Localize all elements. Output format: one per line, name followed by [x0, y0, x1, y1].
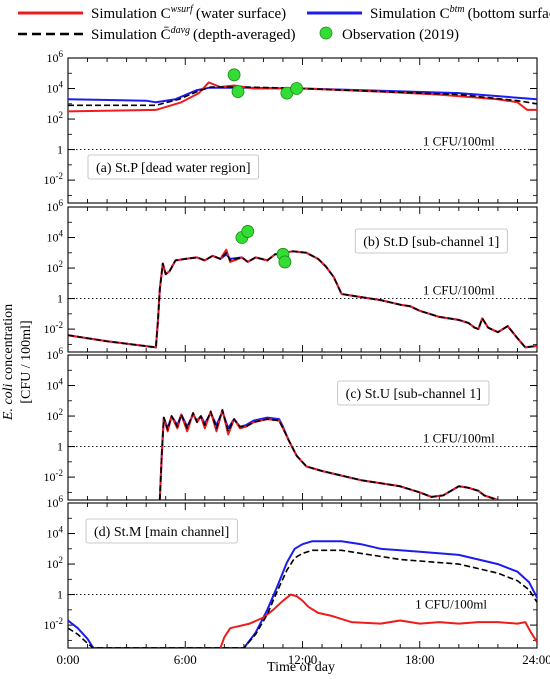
legend-entry-wsurf: Simulation Cwsurf (water surface)	[18, 4, 286, 22]
y-axis-label-line2: [CFU / 100ml]	[19, 320, 34, 403]
legend-label-btm: Simulation Cbtm(bottom surface)	[370, 4, 550, 22]
legend-entry-btm: Simulation Cbtm(bottom surface)	[307, 4, 550, 22]
series-line-wsurf	[158, 408, 499, 500]
panel-title: (b) St.D [sub-channel 1]	[363, 235, 499, 250]
panel-1: 106 104 102 1 10-2 1 CFU/100ml (b) St.D [sub-c…	[44, 198, 538, 353]
panel-title-box	[85, 518, 238, 544]
y-tick-label: 104	[47, 525, 64, 541]
panel-3: 106 104 102 1 10-2 0:00 6:00 12:00 18:00 24:00 1 C…	[44, 494, 550, 667]
y-tick-label: 102	[47, 407, 64, 423]
series-line-wsurf	[68, 81, 537, 113]
panel-frame	[67, 354, 538, 501]
series-line-btm	[68, 250, 537, 349]
legend-entry-davg: Simulation C̄davg (depth-averaged)	[18, 25, 295, 43]
series-line-wsurf	[68, 248, 537, 349]
panel-title-box	[354, 228, 508, 254]
y-tick-label: 10-2	[44, 320, 64, 336]
y-tick-label: 10-2	[44, 468, 64, 484]
y-tick-label: 10-2	[44, 171, 64, 187]
reference-label: 1 CFU/100ml	[423, 431, 495, 446]
series-line-davg	[68, 549, 537, 648]
observation-point	[231, 85, 245, 98]
observation-point	[290, 82, 304, 95]
y-axis-label-line1: E. coli concentration	[1, 304, 16, 421]
series-line-wsurf	[219, 593, 537, 648]
x-tick-label: 12:00	[288, 652, 318, 667]
legend-entry-obs: Observation (2019)	[319, 26, 459, 43]
series-line-davg	[159, 409, 499, 500]
x-tick-label: 6:00	[174, 652, 197, 667]
y-axis-label: E. coli concentration [CFU / 100ml]	[1, 304, 34, 421]
y-tick-label: 102	[47, 110, 64, 126]
reference-label: 1 CFU/100ml	[423, 283, 495, 298]
legend-label-obs: Observation (2019)	[342, 27, 459, 43]
y-tick-label: 1	[57, 588, 63, 602]
panel-title: (c) St.U [sub-channel 1]	[346, 387, 481, 402]
y-tick-label: 1	[57, 292, 63, 306]
legend-label-wsurf: Simulation Cwsurf (water surface)	[91, 4, 286, 22]
observation-point	[227, 68, 241, 82]
panel-frame	[67, 57, 538, 204]
y-tick-label: 106	[47, 346, 64, 362]
y-tick-label: 10-2	[44, 616, 64, 632]
panel-2: 106 104 102 1 10-2 1 CFU/100ml (c) St.U [sub-c…	[44, 346, 538, 501]
x-tick-label: 24:00	[522, 652, 550, 667]
series-line-davg	[68, 86, 537, 107]
series-line-btm	[158, 410, 499, 500]
y-tick-label: 1	[57, 143, 63, 157]
reference-label: 1 CFU/100ml	[415, 597, 487, 612]
legend-label-davg: Simulation C̄davg (depth-averaged)	[91, 25, 295, 43]
y-tick-label: 102	[47, 555, 64, 571]
series-group	[158, 408, 499, 500]
y-tick-label: 106	[47, 494, 64, 510]
series-line-btm	[68, 86, 537, 104]
y-tick-label: 102	[47, 259, 64, 275]
legend-marker-obs	[319, 26, 333, 40]
panel-title: (a) St.P [dead water region]	[96, 161, 251, 176]
reference-label: 1 CFU/100ml	[423, 134, 495, 149]
x-tick-label: 18:00	[405, 652, 435, 667]
y-tick-label: 104	[47, 229, 64, 245]
y-tick-label: 106	[47, 49, 64, 65]
panel-title-box	[337, 380, 490, 406]
series-group	[68, 248, 537, 349]
observation-point	[241, 225, 255, 238]
y-tick-label: 104	[47, 377, 64, 393]
observation-point	[278, 255, 292, 269]
series-group	[68, 81, 537, 113]
panel-title: (d) St.M [main channel]	[94, 525, 229, 540]
panel-0: 106 104 102 1 10-2 1 CFU/100ml (a) St.P [dead …	[44, 49, 538, 204]
panel-title-box	[87, 154, 259, 180]
series-group	[68, 540, 537, 648]
legend: Simulation Cwsurf (water surface) Simulat…	[18, 4, 550, 43]
chart-panels: 106 104 102 1 10-2 1 CFU/100ml (a) St.P [dead …	[44, 49, 550, 667]
series-line-btm	[68, 540, 537, 648]
x-tick-label: 0:00	[56, 652, 79, 667]
x-axis-label: Time of day	[267, 660, 335, 675]
y-tick-label: 1	[57, 440, 63, 454]
series-line-davg	[68, 250, 537, 349]
y-tick-label: 106	[47, 198, 64, 214]
y-tick-label: 104	[47, 80, 64, 96]
